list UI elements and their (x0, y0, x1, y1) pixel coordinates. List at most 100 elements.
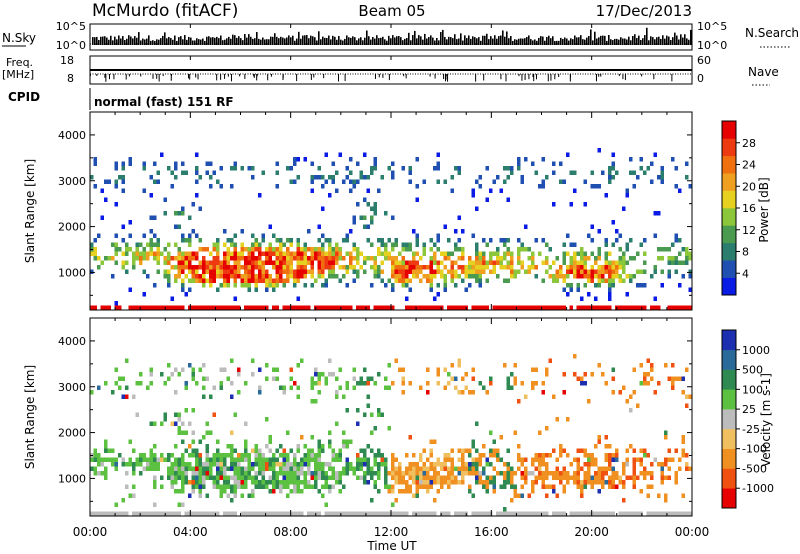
velocity-cell (226, 444, 230, 449)
velocity-cell (384, 466, 388, 471)
velocity-cell (513, 363, 517, 368)
velocity-cell (688, 466, 692, 471)
velocity-cell (111, 457, 115, 462)
velocity-cell (604, 457, 608, 462)
velocity-cell (632, 480, 636, 485)
power-cell (447, 269, 451, 274)
velocity-cell (289, 385, 293, 390)
velocity-cell (240, 493, 244, 498)
power-cell (265, 256, 269, 261)
power-cell (489, 251, 493, 256)
velocity-cell (513, 511, 517, 516)
velocity-cell (503, 484, 507, 489)
velocity-cell (377, 471, 381, 476)
velocity-cell (181, 502, 185, 507)
velocity-cell (478, 381, 482, 386)
nsky-bar (260, 39, 262, 45)
nsky-bar (474, 37, 476, 45)
nsearch-tick-bottom: 10^0 (697, 39, 727, 52)
velocity-cell (608, 453, 612, 458)
velocity-cell (314, 471, 318, 476)
power-cell (608, 166, 612, 171)
power-cell (356, 269, 360, 274)
power-cell (125, 242, 129, 247)
velocity-cell (328, 358, 332, 363)
velocity-cell (282, 448, 286, 453)
velocity-cell (377, 408, 381, 413)
velocity-cell (212, 453, 216, 458)
velocity-cell (191, 475, 195, 480)
power-cell (279, 251, 283, 256)
velocity-heatmap (90, 354, 692, 516)
velocity-cell (653, 511, 657, 516)
velocity-cell (244, 484, 248, 489)
power-cell (265, 247, 269, 252)
nsky-bar (226, 38, 228, 45)
velocity-cell (401, 367, 405, 372)
velocity-cell (489, 448, 493, 453)
power-cell (405, 278, 409, 283)
velocity-cell (237, 466, 241, 471)
velocity-cell (114, 457, 118, 462)
velocity-cell (170, 511, 174, 516)
power-cell (639, 305, 643, 310)
power-cell (569, 260, 573, 265)
nsky-bar (490, 36, 492, 45)
power-cell (510, 305, 514, 310)
velocity-cell (335, 390, 339, 395)
power-cell (429, 260, 433, 265)
power-cell (475, 260, 479, 265)
velocity-cell (464, 372, 468, 377)
velocity-cell (447, 453, 451, 458)
velocity-cell (531, 480, 535, 485)
velocity-cell (174, 367, 178, 372)
velocity-cell (331, 466, 335, 471)
power-cell (433, 242, 437, 247)
velocity-cell (317, 511, 321, 516)
power-cell (426, 305, 430, 310)
velocity-cell (646, 511, 650, 516)
power-cell (541, 278, 545, 283)
velocity-cell (321, 475, 325, 480)
nsky-bar (650, 36, 652, 45)
power-cell (254, 260, 258, 265)
power-cell (496, 247, 500, 252)
velocity-cell (471, 367, 475, 372)
power-cell (202, 269, 206, 274)
velocity-cell (237, 475, 241, 480)
velocity-cell (142, 453, 146, 458)
velocity-cell (587, 466, 591, 471)
power-cell (576, 287, 580, 292)
power-cell (391, 215, 395, 220)
power-cell (520, 242, 524, 247)
nsky-bar (366, 30, 368, 45)
power-cell (251, 278, 255, 283)
power-cell (240, 229, 244, 234)
velocity-cell (296, 444, 300, 449)
velocity-cell (335, 421, 339, 426)
nsky-bar (402, 40, 404, 45)
velocity-cell (212, 385, 216, 390)
velocity-cell (646, 484, 650, 489)
power-cell (345, 269, 349, 274)
power-cell (433, 256, 437, 261)
power-cell (667, 260, 671, 265)
power-cell (412, 269, 416, 274)
power-cell (580, 296, 584, 301)
velocity-cell (471, 439, 475, 444)
velocity-cell (447, 372, 451, 377)
power-cell (356, 202, 360, 207)
velocity-cell (482, 471, 486, 476)
velocity-cell (671, 385, 675, 390)
velocity-cell (184, 471, 188, 476)
power-cell (566, 283, 570, 288)
power-cell (310, 188, 314, 193)
nsky-bar (476, 38, 478, 45)
velocity-cell (170, 462, 174, 467)
power-cell (534, 305, 538, 310)
velocity-cell (149, 367, 153, 372)
power-cell (328, 193, 332, 198)
power-cell (583, 251, 587, 256)
